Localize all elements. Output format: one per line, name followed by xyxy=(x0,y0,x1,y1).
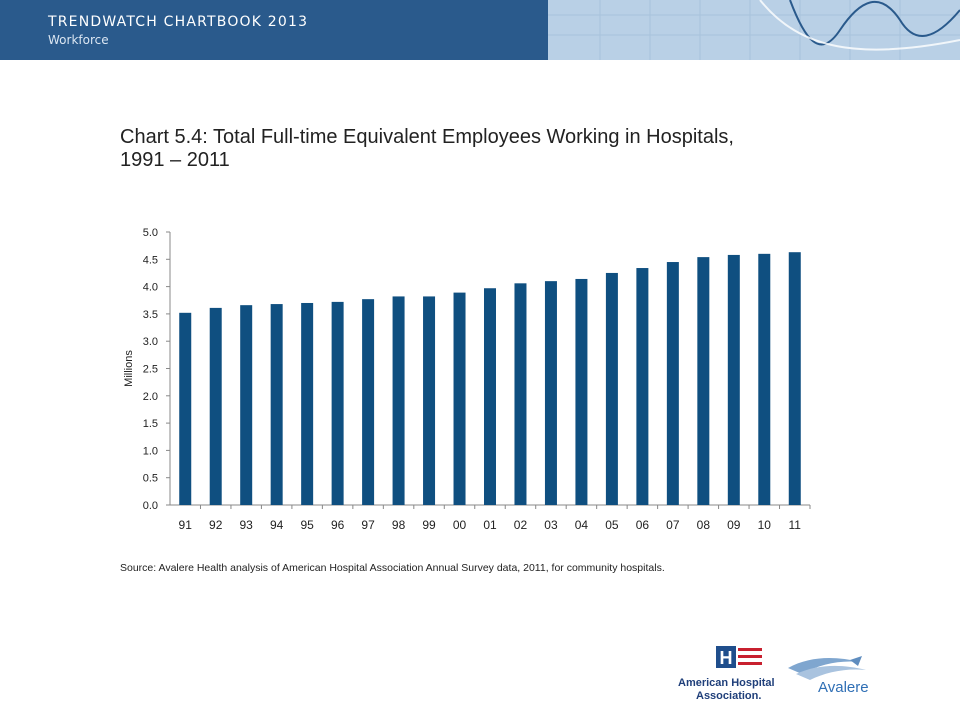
bar xyxy=(575,278,588,505)
header-title: TRENDWATCH CHARTBOOK 2013 xyxy=(48,14,309,30)
bar xyxy=(453,292,466,505)
x-tick-label: 09 xyxy=(727,518,741,532)
y-tick-label: 4.0 xyxy=(143,282,158,294)
bar xyxy=(544,281,557,505)
y-tick-label: 0.5 xyxy=(143,473,158,485)
y-axis-title: Millions xyxy=(123,350,135,387)
x-tick-label: 05 xyxy=(605,518,619,532)
chart-title-line-1: Chart 5.4: Total Full-time Equivalent Em… xyxy=(120,126,734,148)
bar xyxy=(362,299,375,505)
aha-logo-line-1: American Hospital xyxy=(678,677,775,689)
avalere-logo: Avalere xyxy=(788,656,869,696)
bar xyxy=(270,304,283,505)
y-tick-label: 4.5 xyxy=(143,254,158,266)
bar xyxy=(697,257,710,505)
y-tick-label: 2.5 xyxy=(143,364,158,376)
bar xyxy=(605,272,618,505)
y-tick-label: 1.0 xyxy=(143,445,158,457)
bar xyxy=(514,283,527,505)
avalere-logo-text: Avalere xyxy=(818,679,869,696)
x-tick-label: 93 xyxy=(240,518,254,532)
x-tick-label: 10 xyxy=(758,518,772,532)
x-tick-label: 03 xyxy=(544,518,558,532)
source-note: Source: Avalere Health analysis of Ameri… xyxy=(120,562,665,574)
y-tick-label: 2.0 xyxy=(143,391,158,403)
x-tick-label: 94 xyxy=(270,518,284,532)
bar xyxy=(788,252,801,505)
y-tick-label: 5.0 xyxy=(143,227,158,239)
x-tick-label: 11 xyxy=(789,518,802,532)
bar xyxy=(301,302,314,505)
x-tick-label: 02 xyxy=(514,518,528,532)
bar xyxy=(758,253,771,505)
x-tick-label: 91 xyxy=(179,518,193,532)
y-tick-label: 0.0 xyxy=(143,500,158,512)
chart-title-line-2: 1991 – 2011 xyxy=(120,149,230,171)
bar-chart: 0.0 0.5 1.0 1.5 2.0 2.5 3.0 3.5 4.0 4.5 5.0 Million… xyxy=(123,227,811,532)
x-tick-label: 06 xyxy=(636,518,650,532)
bar xyxy=(240,305,253,505)
bar xyxy=(727,254,740,505)
header-banner: TRENDWATCH CHARTBOOK 2013 Workforce xyxy=(0,0,960,60)
x-tick-label: 99 xyxy=(422,518,436,532)
y-tick-label: 1.5 xyxy=(143,418,158,430)
x-tick-label: 98 xyxy=(392,518,406,532)
x-tick-label: 04 xyxy=(575,518,589,532)
x-tick-label: 97 xyxy=(361,518,375,532)
aha-logo-line-2: Association. xyxy=(696,690,761,702)
bar xyxy=(423,296,436,505)
bar xyxy=(331,301,344,505)
bar xyxy=(666,262,679,505)
bar xyxy=(392,296,405,505)
x-tick-label: 92 xyxy=(209,518,223,532)
y-tick-label: 3.0 xyxy=(143,336,158,348)
chart-title: Chart 5.4: Total Full-time Equivalent Em… xyxy=(120,126,880,172)
header-subtitle: Workforce xyxy=(48,33,109,47)
x-tick-label: 07 xyxy=(666,518,680,532)
x-tick-label: 00 xyxy=(453,518,467,532)
x-tick-label: 01 xyxy=(483,518,497,532)
bar xyxy=(636,268,649,505)
bar xyxy=(209,307,222,505)
x-tick-label: 95 xyxy=(300,518,314,532)
bar xyxy=(179,312,192,505)
aha-logo-h-box xyxy=(716,646,736,668)
svg-text:H: H xyxy=(720,648,733,668)
bar xyxy=(484,288,496,505)
banner-wave-graphic xyxy=(548,0,960,60)
x-tick-label: 08 xyxy=(697,518,711,532)
aha-logo: H American Hospital Association. xyxy=(678,646,775,702)
x-tick-label: 96 xyxy=(331,518,345,532)
y-tick-label: 3.5 xyxy=(143,309,158,321)
